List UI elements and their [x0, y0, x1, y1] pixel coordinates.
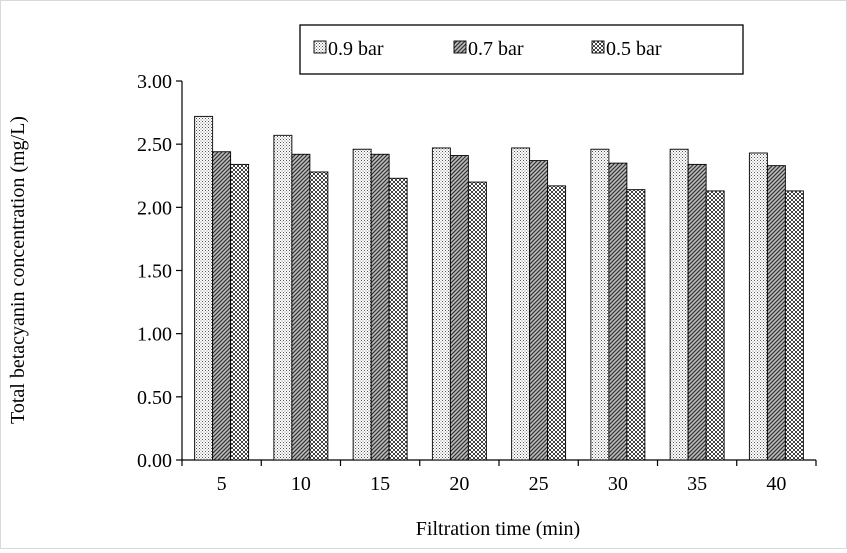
bar-0-7-bar-t20: [449, 155, 469, 461]
legend-swatch: [591, 40, 605, 54]
bar-0-9-bar-t30: [590, 148, 610, 461]
x-tick-label: 15: [370, 473, 390, 495]
y-tick-label: 1.00: [137, 324, 172, 346]
bar-0-7-bar-t5: [212, 151, 232, 461]
bar-0-5-bar-t5: [230, 163, 250, 461]
x-tick-label: 10: [291, 473, 311, 495]
legend-label: 0.9 bar: [328, 38, 384, 60]
bar-0-9-bar-t40: [748, 152, 768, 461]
y-tick-label: 3.00: [137, 71, 172, 93]
x-tick-label: 40: [766, 473, 786, 495]
x-tick-label: 30: [608, 473, 628, 495]
bar-0-9-bar-t25: [511, 147, 531, 461]
y-axis: 0.00 0.50 1.00 1.50 2.00 2.50 3.00: [137, 71, 183, 472]
bar-0-5-bar-t25: [547, 185, 567, 461]
bar-0-9-bar-t10: [273, 134, 293, 461]
x-tick-label: 35: [687, 473, 707, 495]
legend-label: 0.5 bar: [606, 38, 662, 60]
y-tick-label: 1.50: [137, 261, 172, 283]
y-tick-label: 0.50: [137, 387, 172, 409]
bar-0-9-bar-t35: [669, 148, 689, 461]
x-tick-label: 25: [529, 473, 549, 495]
bar-0-7-bar-t10: [291, 153, 311, 461]
bar-0-7-bar-t40: [766, 165, 786, 461]
bar-0-5-bar-t15: [388, 177, 408, 461]
bar-0-7-bar-t35: [687, 163, 707, 461]
bar-0-9-bar-t15: [352, 148, 372, 461]
x-axis: 5 10 15 20 25 30 35 40: [181, 459, 817, 495]
x-axis-title: Filtration time (min): [416, 518, 580, 540]
y-axis-title: Total betacyanin concentration (mg/L): [7, 116, 29, 424]
legend-label: 0.7 bar: [468, 38, 524, 60]
bar-0-7-bar-t30: [608, 162, 628, 461]
bar-0-5-bar-t20: [467, 181, 487, 461]
bar-0-5-bar-t35: [705, 190, 725, 461]
bar-0-5-bar-t40: [784, 190, 804, 461]
bars: [194, 115, 804, 461]
bar-0-5-bar-t10: [309, 171, 329, 461]
bar-0-7-bar-t25: [529, 160, 549, 461]
x-tick-label: 5: [217, 473, 227, 495]
legend-box: [299, 24, 744, 75]
legend-swatch: [313, 40, 327, 54]
bar-0-9-bar-t20: [431, 147, 451, 461]
legend: 0.9 bar 0.7 bar 0.5 bar: [299, 24, 744, 75]
y-tick-label: 2.50: [137, 134, 172, 156]
legend-swatch: [453, 40, 467, 54]
bar-0-9-bar-t5: [194, 115, 214, 461]
y-tick-label: 0.00: [137, 450, 172, 472]
bar-0-5-bar-t30: [626, 189, 646, 461]
x-tick-label: 20: [449, 473, 469, 495]
bar-0-7-bar-t15: [370, 153, 390, 461]
y-tick-label: 2.00: [137, 197, 172, 219]
